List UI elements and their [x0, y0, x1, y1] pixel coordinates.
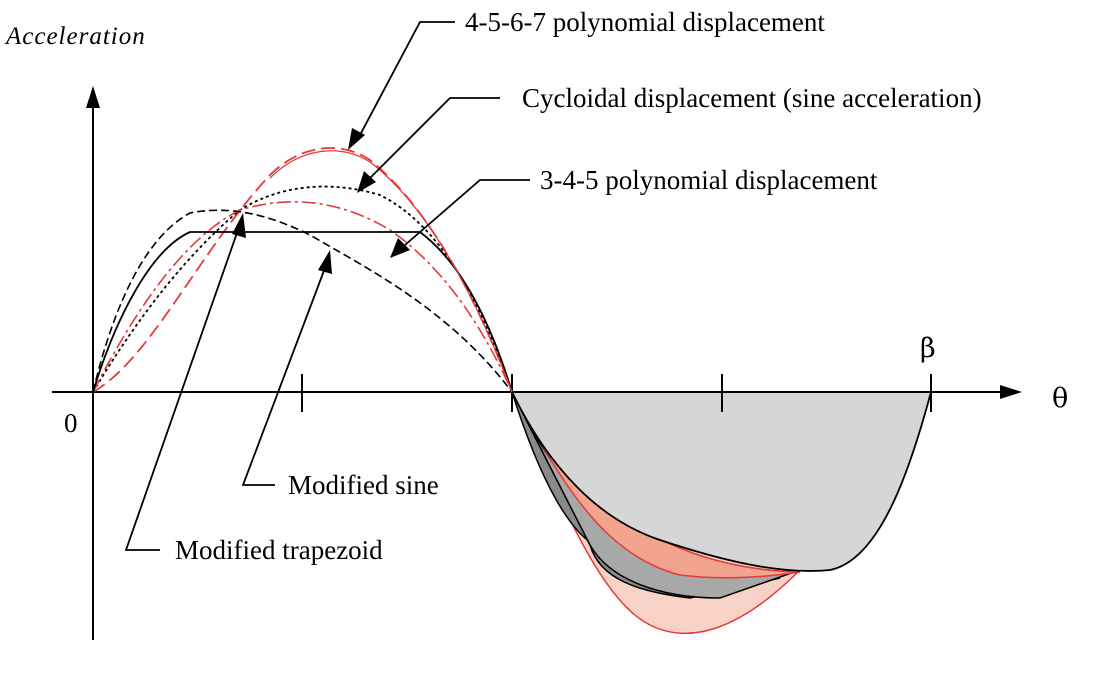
label-modsine: Modified sine	[288, 470, 439, 500]
label-poly4567: 4-5-6-7 polynomial displacement	[465, 7, 825, 37]
origin-label: 0	[64, 408, 78, 438]
positive-lobe-curves	[92, 147, 513, 393]
leader-modtrap	[124, 229, 239, 551]
poly4567-curve	[92, 147, 513, 393]
x-axis-arrowhead	[1000, 385, 1022, 399]
arrow-modsine	[318, 250, 332, 274]
leader-poly4567	[359, 21, 455, 136]
arrow-cycloidal	[357, 171, 376, 193]
label-modtrap: Modified trapezoid	[175, 535, 383, 565]
arrow-poly4567	[348, 128, 365, 150]
poly345-curve	[92, 201, 513, 393]
modtrap-negative-fill	[510, 391, 933, 572]
x-axis-label: θ	[1052, 383, 1068, 414]
axes	[52, 86, 1022, 640]
y-axis-arrowhead	[86, 86, 100, 108]
leader-poly345	[404, 179, 530, 246]
negative-lobe-fills	[510, 390, 933, 635]
leader-lines	[124, 21, 530, 551]
label-cycloidal: Cycloidal displacement (sine acceleratio…	[522, 83, 982, 113]
label-poly345: 3-4-5 polynomial displacement	[540, 165, 878, 195]
modsine-curve	[92, 209, 513, 393]
arrow-modtrap	[232, 213, 246, 238]
cycloidal-curve	[92, 185, 513, 393]
modtrap-curve	[92, 231, 513, 393]
poly4567-solid-peak	[269, 150, 513, 393]
arrow-poly345	[390, 238, 410, 258]
leader-cycloidal	[369, 97, 500, 179]
end-label: β	[920, 333, 936, 364]
leader-modsine	[241, 267, 326, 486]
y-axis-label: Acceleration	[4, 23, 146, 50]
